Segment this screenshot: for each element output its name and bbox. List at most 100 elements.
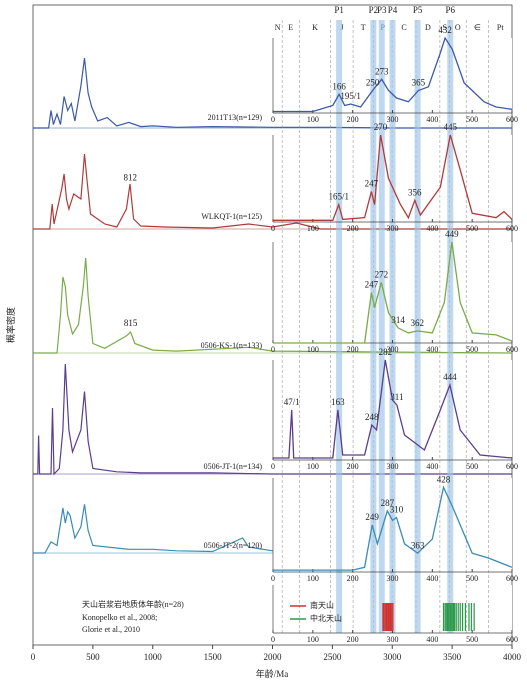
peak-label: 195/1 (340, 91, 361, 101)
reference: Konopelko et al., 2008; (82, 613, 157, 622)
inset-tick-label: 500 (466, 635, 478, 644)
age-band (370, 20, 377, 633)
inset-tick-label: 600 (506, 462, 518, 471)
period-label: K (312, 23, 318, 32)
peak-label: 163 (331, 397, 345, 407)
inset-tick-label: 200 (347, 115, 359, 124)
peak-label: 249 (365, 512, 379, 522)
period-label: E (288, 23, 293, 32)
inset-tick-label: 400 (426, 574, 438, 583)
period-label: N (275, 23, 281, 32)
inset-tick-label: 300 (387, 635, 399, 644)
peak-label: 444 (443, 372, 457, 382)
density-curve (33, 153, 512, 230)
x-tick-label: 0 (31, 652, 36, 662)
band-label: P6 (446, 5, 456, 15)
inset-tick-label: 100 (307, 224, 319, 233)
inset-tick-label: 400 (426, 635, 438, 644)
period-label: S (442, 23, 446, 32)
band-label: P1 (334, 5, 344, 15)
sample-name: 0506-JT-2(n=120) (204, 541, 263, 550)
peak-label: 282 (379, 347, 393, 357)
density-curve (33, 504, 513, 554)
period-label: O (455, 23, 461, 32)
x-axis-label: 年龄/Ma (256, 668, 289, 679)
inset-tick-label: 500 (466, 345, 478, 354)
reference: Glorie et al., 2010 (82, 625, 140, 634)
band-label: P5 (413, 5, 423, 15)
inset-tick-label: 600 (506, 345, 518, 354)
density-curve (33, 57, 512, 129)
peak-label: 310 (390, 505, 404, 515)
age-band (336, 20, 343, 633)
density-curve (33, 257, 513, 354)
x-tick-label: 2000 (264, 652, 283, 662)
inset-tick-label: 500 (466, 224, 478, 233)
inset-tick-label: 300 (387, 115, 399, 124)
inset-tick-label: 0 (271, 574, 275, 583)
peak-label: 311 (390, 392, 403, 402)
age-band (447, 20, 454, 633)
inset-tick-label: 600 (506, 635, 518, 644)
inset-tick-label: 300 (387, 345, 399, 354)
inset-tick-label: 500 (466, 574, 478, 583)
band-label: P4 (388, 5, 398, 15)
peak-label: 166 (332, 81, 346, 91)
inset-tick-label: 100 (307, 635, 319, 644)
period-label: C (401, 23, 406, 32)
peak-label: 273 (375, 66, 389, 76)
peak-label: 270 (374, 122, 388, 132)
peak-label: 362 (410, 318, 424, 328)
inset-curve (273, 36, 513, 113)
inset-tick-label: 200 (347, 224, 359, 233)
inset-tick-label: 200 (347, 574, 359, 583)
peak-label: 365 (412, 78, 426, 88)
inset-curve (273, 134, 513, 221)
inset-tick-label: 600 (506, 115, 518, 124)
sample-name: 2011T13(n=129) (208, 113, 263, 122)
x-tick-label: 500 (86, 652, 100, 662)
age-band (389, 20, 396, 633)
inset-tick-label: 300 (387, 224, 399, 233)
inset-curve (273, 241, 513, 344)
inset-tick-label: 0 (271, 115, 275, 124)
band-label: P3 (377, 5, 387, 15)
x-tick-label: 1000 (144, 652, 163, 662)
x-tick-label: 4000 (503, 652, 522, 662)
peak-label: 812 (123, 172, 137, 182)
sample-name: 0506-KS-1(n=133) (201, 341, 263, 350)
inset-tick-label: 400 (426, 115, 438, 124)
x-tick-label: 3000 (383, 652, 402, 662)
period-label: D (425, 23, 431, 32)
peak-label: 248 (365, 412, 379, 422)
peak-label: 449 (445, 229, 459, 239)
magmatic-title: 天山岩浆岩地质体年龄(n=28) (82, 599, 184, 609)
peak-label: 47/1 (284, 397, 300, 407)
inset-tick-label: 300 (387, 574, 399, 583)
inset-tick-label: 600 (506, 224, 518, 233)
sample-name: WLKQT-1(n=125) (201, 212, 262, 221)
peak-label: 432 (438, 25, 452, 35)
peak-label: 287 (381, 498, 395, 508)
inset-tick-label: 100 (307, 462, 319, 471)
inset-tick-label: 100 (307, 574, 319, 583)
period-label: T (361, 23, 366, 32)
inset-tick-label: 600 (506, 574, 518, 583)
density-curve (33, 363, 512, 476)
peak-label: 247 (365, 179, 379, 189)
peak-label: 815 (124, 318, 138, 328)
inset-tick-label: 200 (347, 635, 359, 644)
x-tick-label: 3500 (443, 652, 462, 662)
inset-tick-label: 500 (466, 462, 478, 471)
peak-label: 445 (444, 122, 458, 132)
peak-label: 314 (391, 315, 405, 325)
peak-label: 247 (365, 280, 379, 290)
peak-label: 363 (411, 540, 425, 550)
inset-curve (273, 359, 513, 459)
period-label: Pt (497, 23, 504, 32)
inset-tick-label: 100 (307, 115, 319, 124)
x-tick-label: 2500 (323, 652, 342, 662)
age-band (414, 20, 421, 633)
inset-tick-label: 100 (307, 345, 319, 354)
